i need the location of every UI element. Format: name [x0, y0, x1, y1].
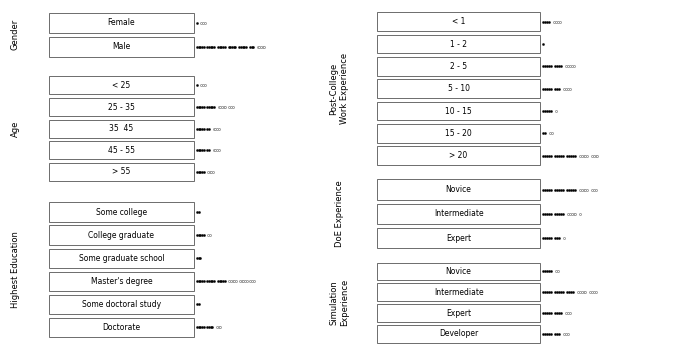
Bar	[377, 179, 540, 200]
Bar	[49, 225, 194, 245]
Bar	[49, 202, 194, 222]
Text: > 20: > 20	[450, 151, 468, 160]
Text: 5 - 10: 5 - 10	[447, 84, 470, 93]
Text: 10 - 15: 10 - 15	[445, 106, 472, 116]
Text: Highest Education: Highest Education	[11, 231, 20, 308]
Text: Novice: Novice	[445, 267, 472, 276]
Text: Simulation
Experience: Simulation Experience	[329, 279, 349, 326]
Bar	[377, 12, 540, 31]
Text: 15 - 20: 15 - 20	[445, 129, 472, 138]
Bar	[49, 98, 194, 116]
Text: < 1: < 1	[452, 17, 466, 26]
Text: College graduate: College graduate	[89, 231, 154, 240]
Text: Novice: Novice	[445, 185, 472, 194]
Text: < 25: < 25	[112, 81, 131, 90]
Text: Some college: Some college	[96, 208, 147, 217]
Text: Expert: Expert	[446, 234, 471, 243]
Text: 35  45: 35 45	[110, 124, 133, 133]
Bar	[377, 263, 540, 280]
Text: Male: Male	[112, 42, 131, 51]
Text: Developer: Developer	[439, 329, 478, 338]
Text: Some doctoral study: Some doctoral study	[82, 300, 161, 309]
Text: Intermediate: Intermediate	[433, 209, 484, 218]
Bar	[377, 325, 540, 343]
Bar	[49, 37, 194, 57]
Bar	[377, 80, 540, 98]
Text: Expert: Expert	[446, 308, 471, 318]
Bar	[49, 318, 194, 337]
Bar	[377, 283, 540, 301]
Bar	[49, 12, 194, 33]
Text: 25 - 35: 25 - 35	[108, 103, 135, 111]
Bar	[377, 146, 540, 165]
Bar	[49, 120, 194, 138]
Text: DoE Experience: DoE Experience	[335, 180, 343, 247]
Bar	[49, 295, 194, 314]
Bar	[377, 124, 540, 143]
Bar	[377, 57, 540, 76]
Text: Doctorate: Doctorate	[103, 323, 140, 332]
Bar	[49, 163, 194, 181]
Bar	[377, 304, 540, 322]
Text: Intermediate: Intermediate	[433, 288, 484, 297]
Text: Gender: Gender	[11, 19, 20, 50]
Bar	[49, 272, 194, 291]
Text: 45 - 55: 45 - 55	[108, 146, 135, 155]
Text: Age: Age	[11, 120, 20, 137]
Text: Female: Female	[107, 18, 135, 27]
Text: Some graduate school: Some graduate school	[79, 254, 164, 263]
Text: 1 - 2: 1 - 2	[450, 40, 467, 49]
Bar	[377, 35, 540, 54]
Bar	[49, 248, 194, 268]
Text: > 55: > 55	[112, 168, 131, 176]
Bar	[377, 204, 540, 224]
Bar	[377, 228, 540, 248]
Bar	[377, 102, 540, 120]
Text: Post-College
Work Experience: Post-College Work Experience	[329, 53, 349, 124]
Text: 2 - 5: 2 - 5	[450, 62, 467, 71]
Text: Master's degree: Master's degree	[91, 277, 152, 286]
Bar	[49, 76, 194, 94]
Bar	[49, 141, 194, 159]
